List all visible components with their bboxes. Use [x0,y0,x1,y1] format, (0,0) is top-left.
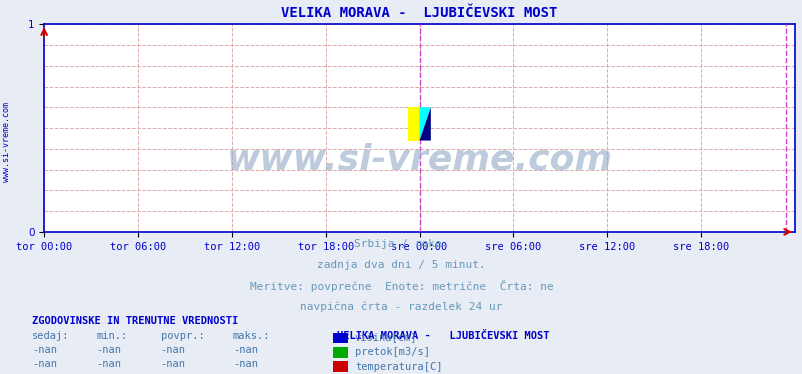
Text: Meritve: povprečne  Enote: metrične  Črta: ne: Meritve: povprečne Enote: metrične Črta:… [249,280,553,292]
Text: sedaj:: sedaj: [32,331,70,341]
Text: -nan: -nan [160,359,185,370]
Text: -nan: -nan [32,345,57,355]
Text: pretok[m3/s]: pretok[m3/s] [354,347,429,357]
Text: zadnja dva dni / 5 minut.: zadnja dva dni / 5 minut. [317,260,485,270]
Text: www.si-vreme.com: www.si-vreme.com [226,142,612,176]
Text: navpična črta - razdelek 24 ur: navpična črta - razdelek 24 ur [300,301,502,312]
Text: -nan: -nan [233,345,257,355]
Polygon shape [419,107,431,141]
Text: temperatura[C]: temperatura[C] [354,362,442,371]
Text: povpr.:: povpr.: [160,331,204,341]
Text: ZGODOVINSKE IN TRENUTNE VREDNOSTI: ZGODOVINSKE IN TRENUTNE VREDNOSTI [32,316,238,326]
Text: višina[cm]: višina[cm] [354,333,417,343]
Text: -nan: -nan [160,345,185,355]
Text: VELIKA MORAVA -   LJUBIČEVSKI MOST: VELIKA MORAVA - LJUBIČEVSKI MOST [337,331,549,341]
Text: -nan: -nan [32,359,57,370]
Text: www.si-vreme.com: www.si-vreme.com [2,102,11,182]
Text: min.:: min.: [96,331,128,341]
Text: Srbija / reke.: Srbija / reke. [354,239,448,249]
Title: VELIKA MORAVA -  LJUBIČEVSKI MOST: VELIKA MORAVA - LJUBIČEVSKI MOST [281,6,557,20]
Text: -nan: -nan [96,359,121,370]
Polygon shape [419,107,431,141]
Text: -nan: -nan [233,359,257,370]
Bar [407,107,419,141]
Text: -nan: -nan [96,345,121,355]
Text: maks.:: maks.: [233,331,270,341]
